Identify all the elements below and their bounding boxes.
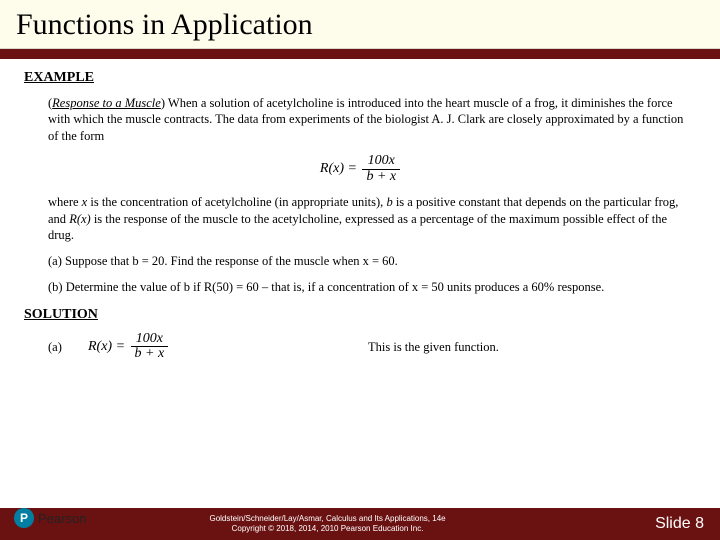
content-area: EXAMPLE (Response to a Muscle) When a so… — [0, 59, 720, 362]
example-subtitle: Response to a Muscle — [52, 96, 161, 110]
example-heading: EXAMPLE — [24, 69, 696, 87]
formula-fraction: 100x b + x — [362, 154, 400, 184]
formula-main: R(x) = 100x b + x — [24, 154, 696, 184]
solution-a-label: (a) — [48, 339, 88, 355]
title-rule — [0, 49, 720, 59]
formula-denominator: b + x — [362, 170, 400, 185]
solution-heading: SOLUTION — [24, 306, 696, 324]
pearson-logo-icon: P — [14, 508, 34, 528]
part-b: (b) Determine the value of b if R(50) = … — [24, 279, 696, 295]
formula-numerator: 100x — [362, 154, 400, 170]
brand-name: Pearson — [38, 511, 86, 526]
solution-line-a: (a) R(x) = 100x b + x This is the given … — [24, 332, 696, 362]
formula-lead: R(x) = — [320, 160, 357, 178]
slide-title: Functions in Application — [16, 8, 704, 42]
example-paragraph-2: where x is the concentration of acetylch… — [24, 194, 696, 243]
footer-bar: P Pearson Goldstein/Schneider/Lay/Asmar,… — [0, 508, 720, 540]
brand-logo-wrap: P Pearson — [14, 508, 86, 528]
solution-a-formula: R(x) = 100x b + x — [88, 332, 368, 362]
slide-number: Slide 8 — [655, 515, 720, 533]
footer-line2: Copyright © 2018, 2014, 2010 Pearson Edu… — [0, 524, 655, 534]
part-a: (a) Suppose that b = 20. Find the respon… — [24, 253, 696, 269]
title-band: Functions in Application — [0, 0, 720, 49]
example-paragraph-1: (Response to a Muscle) When a solution o… — [24, 95, 696, 144]
footer-credits: Goldstein/Schneider/Lay/Asmar, Calculus … — [0, 514, 655, 533]
footer-line1: Goldstein/Schneider/Lay/Asmar, Calculus … — [0, 514, 655, 524]
solution-a-explanation: This is the given function. — [368, 339, 696, 355]
